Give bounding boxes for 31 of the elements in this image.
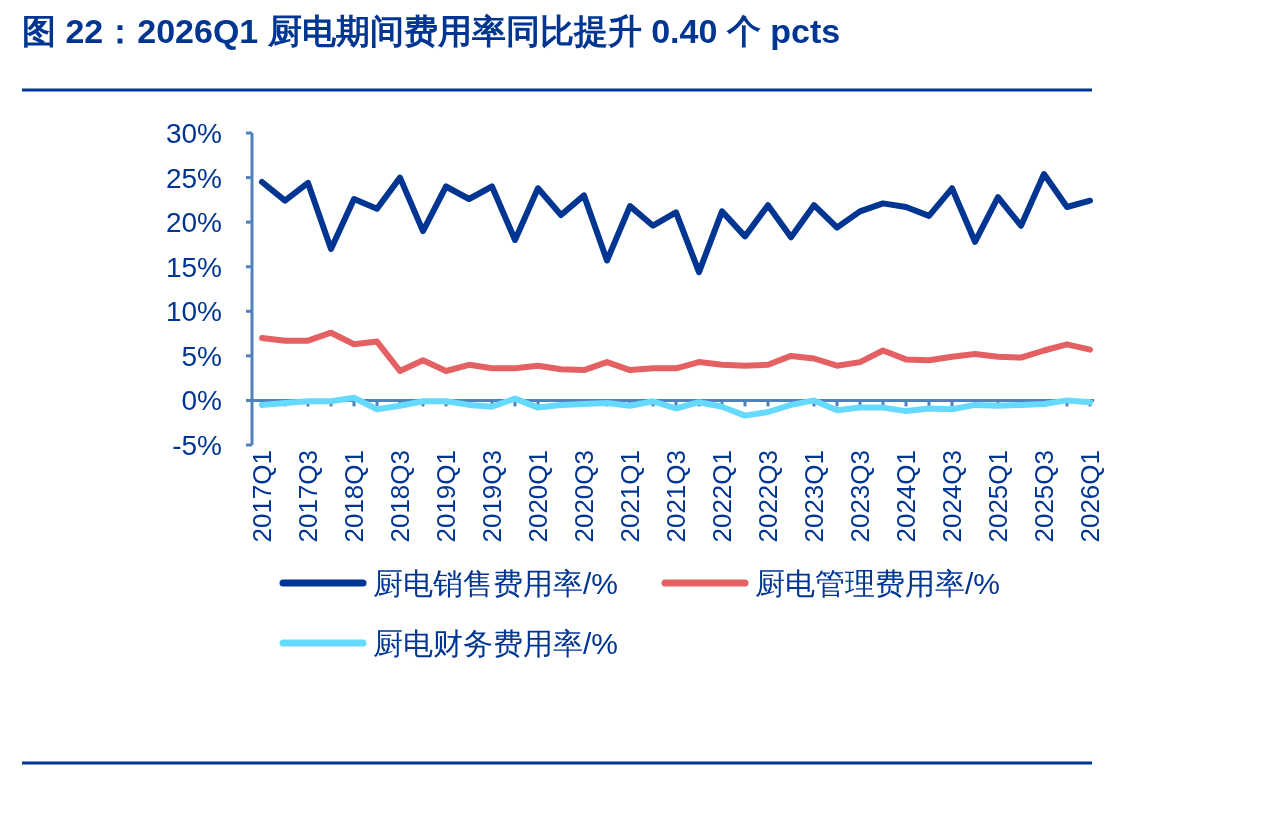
- y-tick-label: 5%: [181, 340, 222, 372]
- x-tick-label: 2025Q3: [1029, 450, 1059, 543]
- chart-title: 图 22：2026Q1 厨电期间费用率同比提升 0.40 个 pcts: [22, 12, 841, 50]
- legend-label: 厨电管理费用率/%: [755, 567, 1001, 600]
- y-tick-label: 0%: [181, 385, 222, 417]
- y-tick-label: 20%: [165, 207, 222, 239]
- x-tick-label: 2020Q3: [569, 450, 599, 543]
- x-tick-label: 2022Q1: [707, 450, 737, 543]
- x-tick-label: 2017Q3: [293, 450, 323, 543]
- y-tick-label: 10%: [165, 296, 222, 328]
- y-tick-label: 15%: [165, 251, 222, 283]
- x-tick-label: 2024Q3: [937, 450, 967, 543]
- x-tick-label: 2022Q3: [753, 450, 783, 543]
- y-tick-label: 30%: [165, 118, 222, 149]
- x-tick-label: 2026Q1: [1075, 450, 1105, 543]
- x-tick-label: 2018Q1: [339, 450, 369, 543]
- x-tick-label: 2018Q3: [385, 450, 415, 543]
- x-tick-label: 2021Q1: [615, 450, 645, 543]
- y-tick-label: 25%: [165, 162, 222, 194]
- x-tick-label: 2019Q3: [477, 450, 507, 543]
- x-tick-label: 2017Q1: [247, 450, 277, 543]
- x-tick-label: 2023Q3: [845, 450, 875, 543]
- x-tick-label: 2025Q1: [983, 450, 1013, 543]
- legend-label: 厨电财务费用率/%: [373, 627, 619, 660]
- x-tick-label: 2024Q1: [891, 450, 921, 543]
- y-tick-label: -5%: [172, 430, 222, 461]
- x-tick-label: 2019Q1: [431, 450, 461, 543]
- x-tick-label: 2021Q3: [661, 450, 691, 543]
- legend-label: 厨电销售费用率/%: [373, 567, 619, 600]
- x-tick-label: 2023Q1: [799, 450, 829, 543]
- x-tick-label: 2020Q1: [523, 450, 553, 543]
